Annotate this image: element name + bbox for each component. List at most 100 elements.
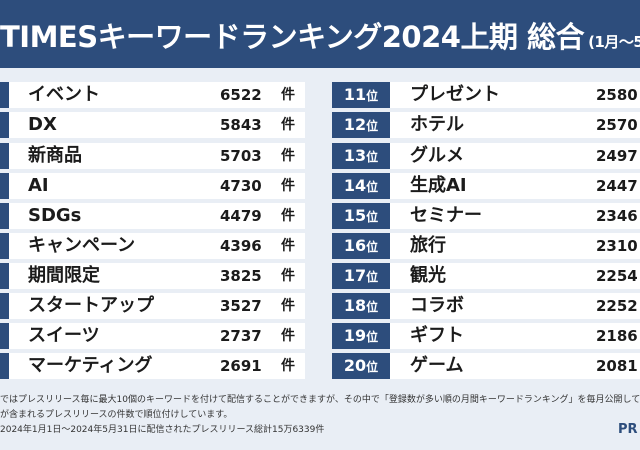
keyword-label: 期間限定 xyxy=(28,265,100,286)
rank-cell xyxy=(0,293,9,319)
ranking-row: 19位 ギフト 2186 xyxy=(332,323,640,349)
rank-suffix: 位 xyxy=(366,300,379,314)
keyword-label: DX xyxy=(28,114,57,135)
keyword-count: 2497 xyxy=(596,147,638,165)
count-unit: 件 xyxy=(281,208,295,224)
footnotes: ではプレスリリース毎に最大10個のキーワードを付けて配信することができますが、そ… xyxy=(0,393,640,438)
rank-cell xyxy=(0,233,9,259)
ranking-row: DX 5843 件 xyxy=(0,112,305,138)
keyword-count: 4479 xyxy=(220,207,262,225)
ranking-row: 20位 ゲーム 2081 xyxy=(332,353,640,379)
keyword-label: コラボ xyxy=(410,295,464,316)
rank-number: 17 xyxy=(343,266,367,285)
rank-suffix: 位 xyxy=(366,330,379,344)
count-unit: 件 xyxy=(281,358,295,374)
ranking-row: SDGs 4479 件 xyxy=(0,203,305,229)
rank-cell: 20位 xyxy=(332,353,390,379)
rank-number: 16 xyxy=(343,236,367,255)
keyword-label: SDGs xyxy=(28,205,82,226)
rank-cell: 11位 xyxy=(332,82,390,108)
keyword-count: 2252 xyxy=(596,297,638,315)
keyword-label: ホテル xyxy=(410,114,464,135)
rank-cell: 15位 xyxy=(332,203,390,229)
keyword-count: 5843 xyxy=(220,116,262,134)
count-unit: 件 xyxy=(281,117,295,133)
rank-suffix: 位 xyxy=(366,119,379,133)
rank-cell: 13位 xyxy=(332,143,390,169)
keyword-count: 2254 xyxy=(596,267,638,285)
rank-cell xyxy=(0,263,9,289)
keyword-label: 観光 xyxy=(410,265,446,286)
rank-suffix: 位 xyxy=(366,180,379,194)
rank-number: 19 xyxy=(343,326,367,345)
keyword-count: 2447 xyxy=(596,177,638,195)
ranking-row: 新商品 5703 件 xyxy=(0,143,305,169)
keyword-label: キャンペーン xyxy=(28,235,136,256)
ranking-row: 期間限定 3825 件 xyxy=(0,263,305,289)
count-unit: 件 xyxy=(281,178,295,194)
keyword-count: 2186 xyxy=(596,327,638,345)
rank-cell: 16位 xyxy=(332,233,390,259)
count-unit: 件 xyxy=(281,268,295,284)
keyword-label: プレゼント xyxy=(410,84,500,105)
keyword-count: 2737 xyxy=(220,327,262,345)
rank-number: 18 xyxy=(343,296,367,315)
keyword-label: 生成AI xyxy=(410,175,467,196)
count-unit: 件 xyxy=(281,148,295,164)
count-unit: 件 xyxy=(281,238,295,254)
ranking-row: イベント 6522 件 xyxy=(0,82,305,108)
page-title: TIMESキーワードランキング2024上期 総合(1月〜5月) xyxy=(0,14,640,56)
keyword-label: ゲーム xyxy=(410,355,464,376)
keyword-count: 4396 xyxy=(220,237,262,255)
ranking-row: 16位 旅行 2310 xyxy=(332,233,640,259)
rank-cell xyxy=(0,112,9,138)
keyword-count: 2691 xyxy=(220,357,262,375)
rank-number: 14 xyxy=(343,176,367,195)
ranking-row: 11位 プレゼント 2580 xyxy=(332,82,640,108)
rank-number: 12 xyxy=(343,115,367,134)
keyword-count: 6522 xyxy=(220,86,262,104)
rank-cell xyxy=(0,143,9,169)
rank-number: 11 xyxy=(343,85,367,104)
keyword-label: イベント xyxy=(28,84,100,105)
rank-suffix: 位 xyxy=(366,89,379,103)
ranking-row: マーケティング 2691 件 xyxy=(0,353,305,379)
rank-suffix: 位 xyxy=(366,270,379,284)
rank-suffix: 位 xyxy=(366,150,379,164)
ranking-row: 13位 グルメ 2497 xyxy=(332,143,640,169)
rank-suffix: 位 xyxy=(366,210,379,224)
rank-suffix: 位 xyxy=(366,360,379,374)
title-main: TIMESキーワードランキング2024上期 総合 xyxy=(0,20,585,54)
rank-number: 13 xyxy=(343,146,367,165)
keyword-label: 旅行 xyxy=(410,235,446,256)
ranking-row: 15位 セミナー 2346 xyxy=(332,203,640,229)
keyword-label: マーケティング xyxy=(28,355,153,376)
keyword-count: 2346 xyxy=(596,207,638,225)
keyword-label: スイーツ xyxy=(28,325,100,346)
ranking-row: キャンペーン 4396 件 xyxy=(0,233,305,259)
rank-number: 20 xyxy=(343,356,367,375)
keyword-count: 5703 xyxy=(220,147,262,165)
count-unit: 件 xyxy=(281,87,295,103)
ranking-row: 17位 観光 2254 xyxy=(332,263,640,289)
rank-cell xyxy=(0,82,9,108)
ranking-row: スイーツ 2737 件 xyxy=(0,323,305,349)
keyword-label: スタートアップ xyxy=(28,295,154,316)
footnote-line-1: ではプレスリリース毎に最大10個のキーワードを付けて配信することができますが、そ… xyxy=(0,395,640,405)
ranking-row: スタートアップ 3527 件 xyxy=(0,293,305,319)
rank-cell xyxy=(0,203,9,229)
ranking-row: 18位 コラボ 2252 xyxy=(332,293,640,319)
keyword-label: グルメ xyxy=(410,145,464,166)
rank-suffix: 位 xyxy=(366,240,379,254)
footnote-line-3: 2024年1月1日〜2024年5月31日に配信されたプレスリリース総計15万63… xyxy=(0,425,325,435)
count-unit: 件 xyxy=(281,328,295,344)
ranking-row: AI 4730 件 xyxy=(0,173,305,199)
keyword-count: 2580 xyxy=(596,86,638,104)
ranking-row: 14位 生成AI 2447 xyxy=(332,173,640,199)
keyword-count: 3825 xyxy=(220,267,262,285)
rank-cell xyxy=(0,173,9,199)
keyword-label: AI xyxy=(28,175,49,196)
keyword-label: 新商品 xyxy=(28,145,82,166)
rank-cell: 19位 xyxy=(332,323,390,349)
rank-cell xyxy=(0,323,9,349)
